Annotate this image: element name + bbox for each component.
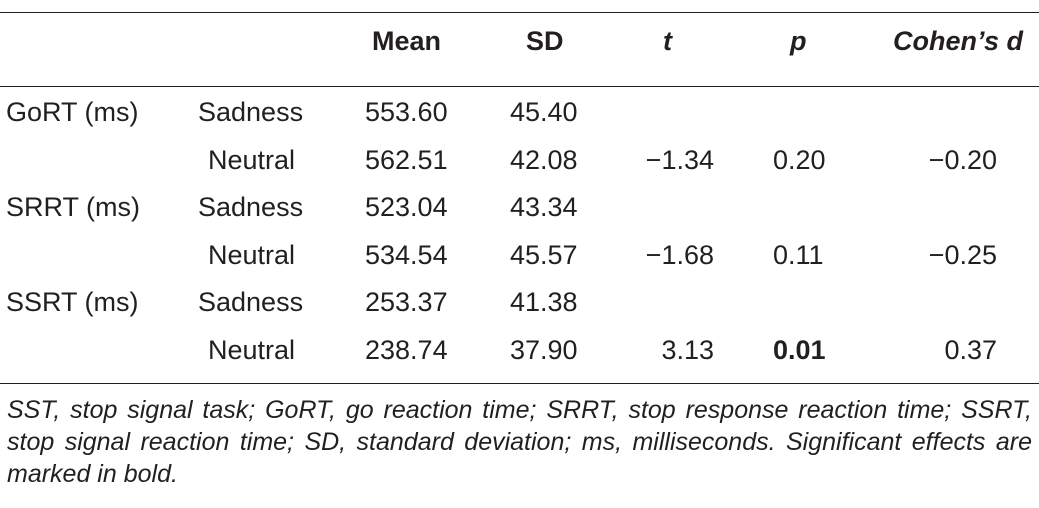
header-mean: Mean (372, 26, 442, 56)
p-cell: 0.11 (773, 240, 824, 270)
cohens-d-cell: −0.20 (928, 145, 997, 175)
cohens-d-cell: 0.37 (944, 335, 997, 365)
header-p: p (790, 26, 807, 56)
cohens-d-cell: −0.25 (928, 240, 997, 270)
table-header-rule (0, 86, 1039, 87)
mean-cell: 553.60 (365, 97, 448, 127)
mean-cell: 523.04 (365, 192, 448, 222)
sd-cell: 37.90 (510, 335, 578, 365)
header-sd: SD (526, 26, 564, 56)
header-t: t (663, 26, 672, 56)
mean-cell: 253.37 (365, 287, 448, 317)
table-footnote: SST, stop signal task; GoRT, go reaction… (7, 396, 1032, 488)
p-cell-significant: 0.01 (773, 335, 826, 365)
condition-cell: Sadness (198, 97, 304, 127)
mean-cell: 562.51 (365, 145, 448, 175)
sd-cell: 41.38 (510, 287, 578, 317)
condition-cell: Neutral (208, 335, 296, 365)
table-top-rule (0, 12, 1039, 13)
measure-cell: SRRT (ms) (6, 192, 140, 222)
t-cell: 3.13 (661, 335, 714, 365)
sd-cell: 45.57 (510, 240, 578, 270)
sd-cell: 43.34 (510, 192, 578, 222)
condition-cell: Neutral (208, 145, 296, 175)
measure-cell: SSRT (ms) (6, 287, 139, 317)
condition-cell: Neutral (208, 240, 296, 270)
mean-cell: 534.54 (365, 240, 448, 270)
t-cell: −1.34 (645, 145, 714, 175)
p-cell: 0.20 (773, 145, 826, 175)
mean-cell: 238.74 (365, 335, 448, 365)
table-bottom-rule (0, 383, 1039, 384)
condition-cell: Sadness (198, 192, 304, 222)
sd-cell: 45.40 (510, 97, 578, 127)
header-cohens-d: Cohen’s d (893, 26, 1024, 56)
t-cell: −1.68 (645, 240, 714, 270)
measure-cell: GoRT (ms) (6, 97, 139, 127)
sd-cell: 42.08 (510, 145, 578, 175)
condition-cell: Sadness (198, 287, 304, 317)
